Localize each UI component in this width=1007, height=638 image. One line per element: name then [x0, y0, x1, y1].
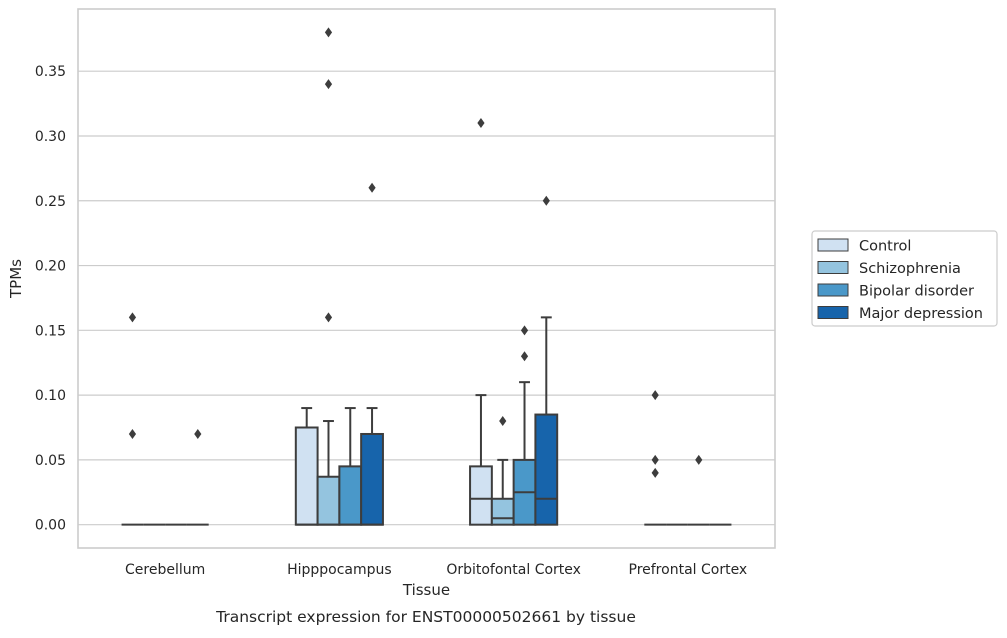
plot-frame [77, 8, 776, 549]
grid-layer [78, 70, 775, 526]
box-bipolar-disorder [512, 381, 537, 526]
box-body [338, 465, 363, 526]
outlier-point [520, 351, 529, 362]
box-bipolar-disorder [338, 407, 363, 526]
box-schizophrenia [490, 458, 515, 526]
y-axis-title: TPMs [7, 259, 25, 299]
legend-frame [811, 230, 998, 327]
y-tick-label: 0.00 [35, 518, 66, 534]
box-body [469, 465, 493, 526]
y-tick-label: 0.05 [35, 453, 66, 469]
box-major-depression [360, 407, 384, 526]
chart-caption: Transcript expression for ENST0000050266… [215, 608, 636, 626]
box-body [534, 413, 559, 526]
outlier-point [194, 428, 202, 439]
outlier-point [477, 118, 485, 129]
box-body [360, 432, 384, 526]
box-body [490, 497, 515, 526]
outlier-point [651, 390, 659, 401]
legend-item: Major depression [817, 306, 983, 322]
legend-item: Schizophrenia [817, 261, 961, 277]
y-tick-label: 0.30 [35, 129, 66, 145]
x-tick-label: Prefrontal Cortex [629, 562, 748, 578]
legend-swatch [817, 261, 849, 274]
box-body [294, 426, 319, 526]
outlier-point [651, 467, 659, 478]
y-tick-label: 0.10 [35, 388, 66, 404]
box-control [294, 407, 319, 526]
legend-label: Schizophrenia [859, 261, 961, 277]
box-schizophrenia [316, 420, 341, 526]
box-control [469, 394, 493, 526]
outlier-point [324, 79, 333, 90]
outlier-point [128, 312, 137, 323]
y-tick-labels: 0.00 0.05 0.10 0.15 0.20 0.25 0.30 0.35 [35, 64, 66, 533]
x-tick-label: Orbitofontal Cortex [446, 562, 581, 578]
outlier-point [324, 312, 333, 323]
y-tick-label: 0.35 [35, 64, 66, 80]
x-tick-label: Cerebellum [125, 562, 205, 578]
legend-item: Bipolar disorder [817, 283, 974, 300]
box-major-depression [534, 316, 559, 526]
outlier-point [499, 416, 507, 427]
outlier-point [324, 27, 333, 38]
outlier-point [651, 454, 659, 465]
legend-swatch [817, 306, 849, 319]
legend-swatch [817, 238, 849, 252]
x-axis-title: Tissue [402, 581, 450, 599]
legend-label: Control [859, 239, 911, 255]
y-tick-label: 0.25 [35, 194, 66, 210]
legend-item: Control [817, 238, 911, 255]
outlier-point [520, 325, 529, 336]
legend-swatch [817, 283, 849, 297]
outlier-point [542, 195, 550, 206]
y-tick-label: 0.20 [35, 259, 66, 275]
legend-label: Major depression [859, 306, 983, 322]
outlier-point [128, 428, 137, 439]
x-tick-label: Hipppocampus [287, 562, 392, 578]
y-tick-label: 0.15 [35, 323, 66, 339]
box-body [316, 475, 341, 526]
legend: Control Schizophrenia Bipolar disorder Majo… [811, 230, 998, 327]
outlier-point [695, 454, 703, 465]
flier-layer [128, 27, 703, 478]
outlier-point [368, 182, 376, 193]
legend-label: Bipolar disorder [859, 284, 974, 300]
box-layer [121, 316, 732, 526]
x-tick-labels: Cerebellum Hipppocampus Orbitofontal Corte… [125, 562, 747, 578]
